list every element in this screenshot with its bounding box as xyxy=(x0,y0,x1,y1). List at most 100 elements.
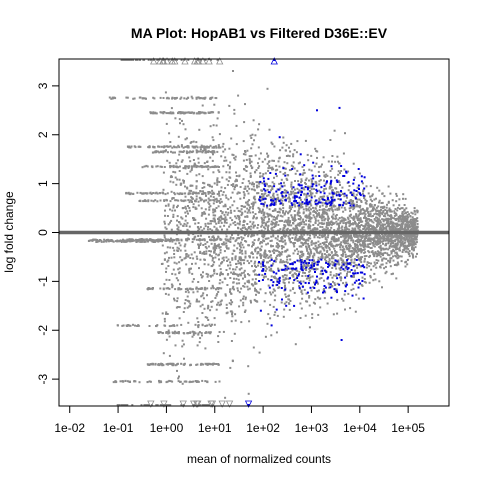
gray-point xyxy=(178,118,181,121)
gray-point xyxy=(415,235,418,238)
gray-point xyxy=(308,326,311,329)
gray-point xyxy=(352,274,355,277)
gray-point xyxy=(197,243,200,246)
gray-point xyxy=(320,217,323,220)
gray-point xyxy=(231,219,234,222)
gray-point xyxy=(325,226,328,229)
gray-point xyxy=(203,258,206,261)
gray-point xyxy=(359,210,362,213)
gray-point xyxy=(181,159,184,162)
gray-point xyxy=(178,317,181,320)
gray-point xyxy=(166,145,168,148)
gray-point xyxy=(328,259,331,262)
gray-point xyxy=(271,226,274,229)
gray-point xyxy=(225,239,228,242)
gray-point xyxy=(277,286,280,289)
gray-point xyxy=(209,205,212,208)
gray-point xyxy=(349,307,352,310)
gray-point xyxy=(378,210,381,213)
gray-point xyxy=(403,212,406,215)
gray-point xyxy=(197,161,200,164)
gray-point xyxy=(349,234,352,237)
gray-point xyxy=(401,214,404,217)
gray-point xyxy=(334,208,337,211)
gray-point xyxy=(337,206,340,209)
gray-point xyxy=(229,206,232,209)
gray-point xyxy=(316,268,319,271)
gray-point xyxy=(208,235,211,238)
gray-point xyxy=(343,251,346,254)
gray-point xyxy=(364,225,367,228)
gray-point xyxy=(188,271,191,274)
gray-point xyxy=(407,242,410,245)
gray-point xyxy=(249,299,252,302)
gray-point xyxy=(388,209,391,212)
gray-point xyxy=(357,297,360,300)
gray-point xyxy=(121,404,123,406)
gray-point xyxy=(369,195,372,198)
gray-point xyxy=(267,154,270,157)
gray-point xyxy=(184,205,187,208)
gray-point xyxy=(303,171,306,174)
gray-point xyxy=(415,218,418,221)
gray-point xyxy=(318,183,321,186)
gray-point xyxy=(309,269,312,272)
gray-point xyxy=(326,251,329,253)
gray-point xyxy=(234,158,237,161)
gray-point xyxy=(289,206,292,209)
gray-point xyxy=(244,150,246,152)
gray-point xyxy=(174,209,176,212)
gray-point xyxy=(411,244,414,247)
gray-point xyxy=(188,156,191,159)
gray-point xyxy=(342,252,345,255)
gray-point xyxy=(276,249,279,252)
gray-point xyxy=(186,332,189,335)
gray-point xyxy=(174,364,177,367)
gray-point xyxy=(204,165,207,168)
gray-point xyxy=(184,299,187,301)
gray-point xyxy=(216,199,219,202)
gray-point xyxy=(254,250,257,253)
gray-point xyxy=(414,255,417,258)
gray-point xyxy=(133,97,136,100)
gray-point xyxy=(192,159,195,161)
gray-point xyxy=(357,215,360,218)
gray-point xyxy=(378,228,381,231)
gray-point xyxy=(166,151,169,154)
gray-point xyxy=(200,198,203,201)
gray-point xyxy=(137,145,140,148)
gray-point xyxy=(244,153,247,156)
gray-point xyxy=(268,269,271,272)
gray-point xyxy=(337,218,340,221)
gray-point xyxy=(204,208,207,211)
gray-point xyxy=(209,144,212,147)
gray-point xyxy=(402,215,405,218)
gray-point xyxy=(288,146,290,149)
gray-point xyxy=(326,223,329,226)
gray-point xyxy=(160,165,163,168)
gray-point xyxy=(329,271,332,274)
gray-point xyxy=(243,234,246,237)
gray-point xyxy=(214,198,217,201)
gray-point xyxy=(350,223,353,225)
gray-point xyxy=(233,244,236,247)
gray-point xyxy=(336,155,339,158)
gray-point xyxy=(195,298,198,301)
gray-point xyxy=(321,213,324,216)
gray-point xyxy=(318,234,321,236)
gray-point xyxy=(355,246,358,249)
gray-point xyxy=(228,267,231,270)
gray-point xyxy=(350,199,353,202)
gray-point xyxy=(255,300,258,303)
gray-point xyxy=(184,138,187,141)
gray-point xyxy=(346,221,349,224)
gray-point xyxy=(345,242,348,245)
gray-point xyxy=(223,221,226,224)
gray-point xyxy=(187,205,189,207)
gray-point xyxy=(299,280,302,283)
gray-point xyxy=(366,261,369,264)
gray-point xyxy=(170,165,173,168)
gray-point xyxy=(331,285,334,287)
gray-point xyxy=(185,255,188,258)
gray-point xyxy=(386,235,389,238)
